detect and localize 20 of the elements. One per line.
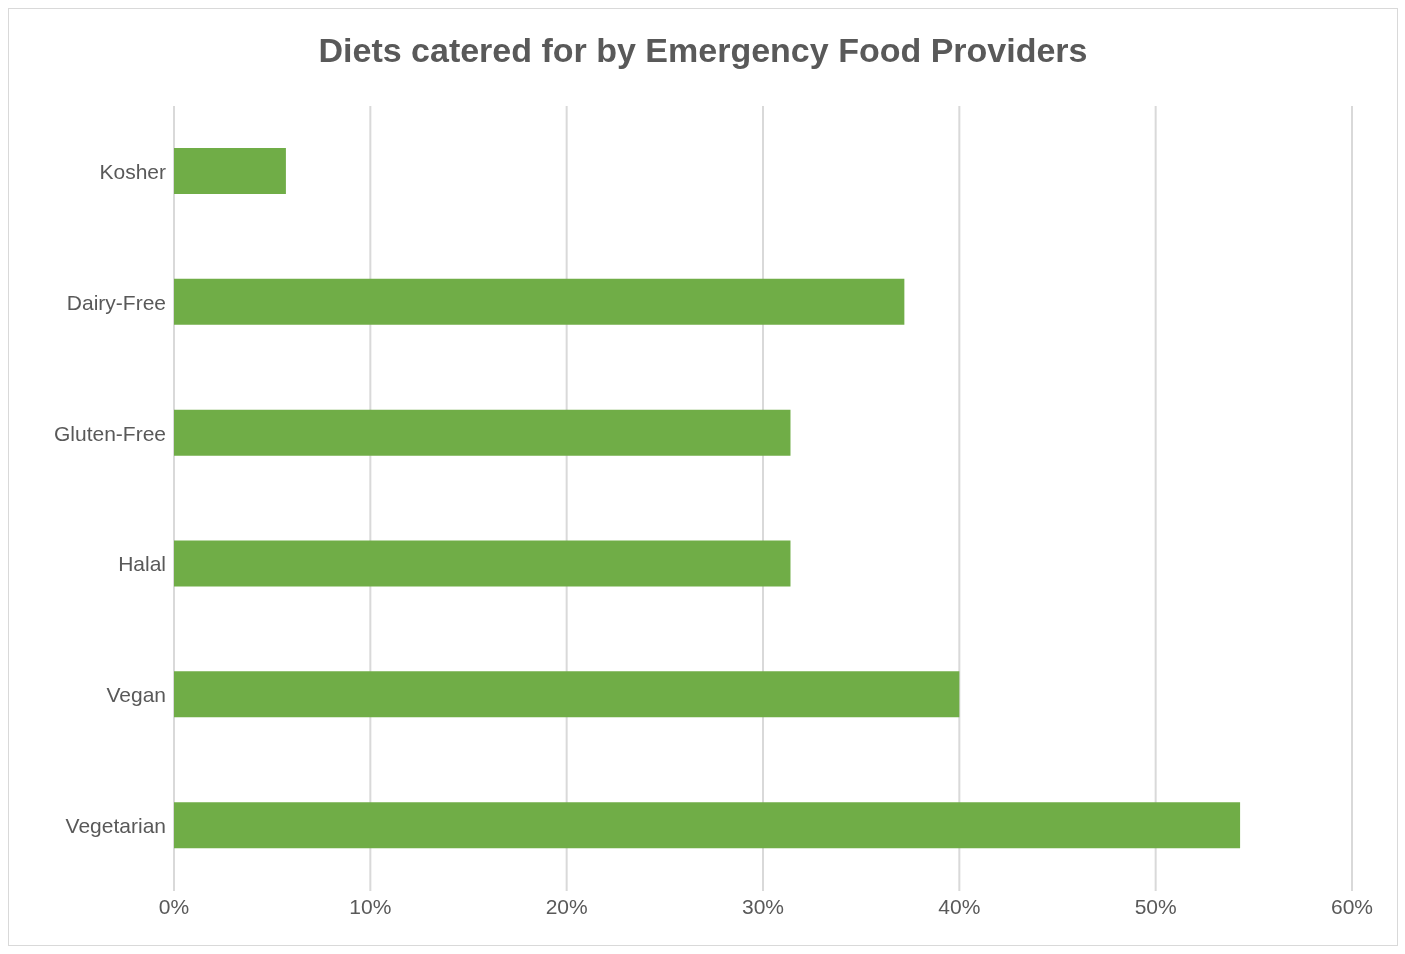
bar: [174, 802, 1241, 849]
bar: [174, 148, 286, 194]
bar: [174, 540, 791, 587]
y-tick-label: Dairy-Free: [66, 290, 166, 314]
y-tick-label: Halal: [118, 552, 166, 576]
y-tick-label: Vegetarian: [65, 814, 166, 838]
bar: [174, 671, 960, 718]
x-tick-label: 60%: [1330, 894, 1374, 918]
y-tick-label: Kosher: [99, 159, 166, 183]
x-tick-label: 40%: [938, 894, 981, 918]
bar: [174, 409, 791, 456]
x-tick-label: 10%: [349, 894, 392, 918]
y-tick-label: Vegan: [106, 683, 166, 707]
x-tick-label: 20%: [545, 894, 588, 918]
chart-title: Diets catered for by Emergency Food Providers: [317, 31, 1089, 71]
bar: [174, 278, 905, 325]
y-tick-label: Gluten-Free: [53, 421, 166, 445]
x-tick-label: 0%: [158, 894, 190, 918]
x-tick-label: 30%: [741, 894, 785, 918]
x-tick-label: 50%: [1134, 894, 1177, 918]
